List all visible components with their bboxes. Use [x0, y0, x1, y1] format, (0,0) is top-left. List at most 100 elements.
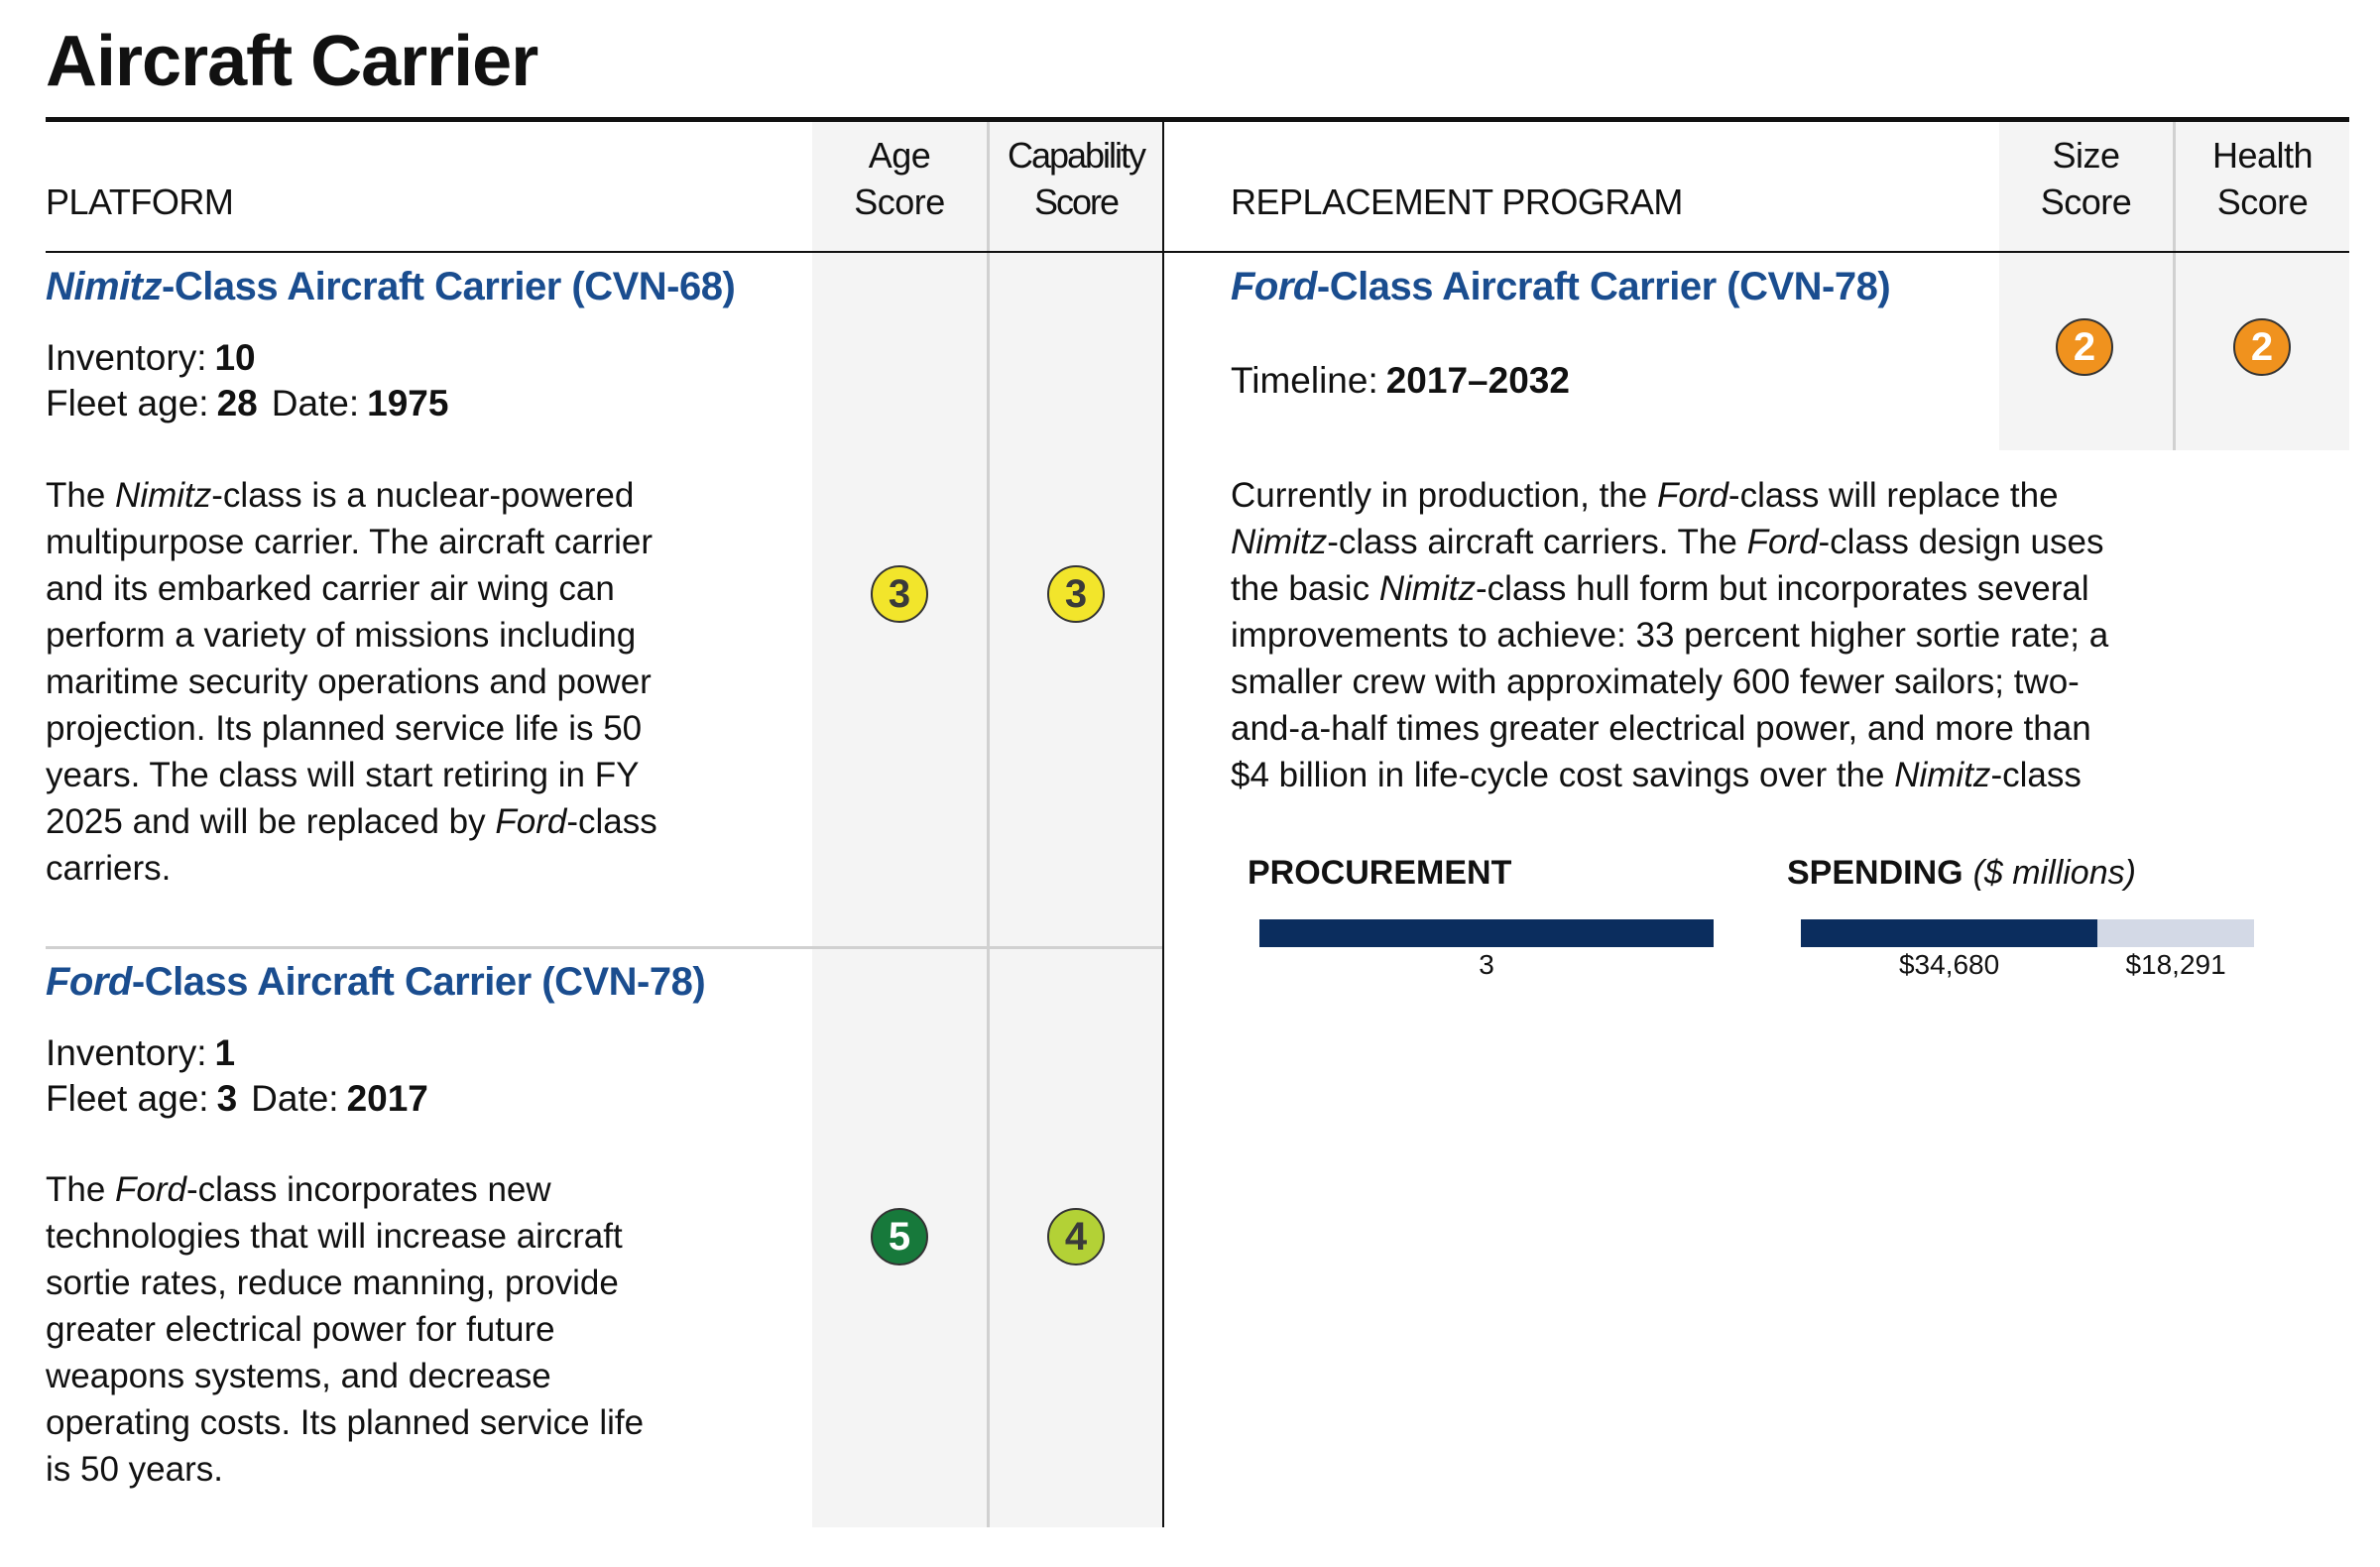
capability-column-bg — [990, 122, 1162, 1527]
description-line: The Ford-class incorporates new — [46, 1166, 551, 1213]
italic-run: Nimitz — [46, 265, 163, 308]
description-line: carriers. — [46, 845, 171, 892]
text-run: maritime security operations and power — [46, 663, 652, 701]
text-run: and-a-half times greater electrical powe… — [1231, 709, 2091, 748]
row-divider — [46, 946, 1162, 949]
italic-run: Nimitz — [1231, 523, 1328, 561]
description-line: weapons systems, and decrease — [46, 1353, 551, 1399]
text-run: and its embarked carrier air wing can — [46, 569, 615, 608]
text-run: -class design uses — [1818, 523, 2104, 561]
column-header: REPLACEMENT PROGRAM — [1231, 181, 1683, 222]
info-line: Inventory: 10 — [46, 334, 256, 381]
column-header: Age Score — [854, 135, 945, 222]
description-line: the basic Nimitz-class hull form but inc… — [1231, 565, 2089, 612]
score-circle: 5 — [871, 1208, 928, 1266]
platform-title: Ford-Class Aircraft Carrier (CVN-78) — [46, 957, 706, 1007]
text-run: the basic — [1231, 569, 1379, 608]
section-divider — [1162, 119, 1164, 1527]
text-run: $4 billion in life-cycle cost savings ov… — [1231, 756, 1895, 794]
description-line: technologies that will increase aircraft — [46, 1213, 623, 1260]
bar-label: $18,291 — [2125, 949, 2226, 980]
description-line: projection. Its planned service life is … — [46, 705, 642, 752]
text-run: years. The class will start retiring in … — [46, 756, 640, 794]
info-label: Inventory: — [46, 337, 207, 378]
column-divider — [987, 122, 990, 1527]
description-line: smaller crew with approximately 600 fewe… — [1231, 659, 2080, 705]
text-run: carriers. — [46, 849, 172, 888]
text-run: The — [46, 476, 116, 515]
text-run: improvements to achieve: 33 percent high… — [1231, 616, 2109, 655]
description-line: maritime security operations and power — [46, 659, 652, 705]
text-run: -class is a nuclear-powered — [211, 476, 635, 515]
italic-run: Nimitz — [1378, 569, 1477, 608]
italic-run: Ford — [1231, 265, 1317, 308]
info-line: Fleet age: 3 Date: 2017 — [46, 1075, 428, 1122]
description-line: 2025 and will be replaced by Ford-class — [46, 798, 657, 845]
chart-subtitle: ($ millions) — [1972, 854, 2136, 892]
text-run: Currently in production, the — [1231, 476, 1657, 515]
description-line: and-a-half times greater electrical powe… — [1231, 705, 2091, 752]
info-label: Date: — [251, 1078, 339, 1119]
info-line: Timeline: 2017–2032 — [1231, 357, 1570, 404]
info-line: Inventory: 1 — [46, 1029, 235, 1076]
chart-title-text: PROCUREMENT — [1248, 854, 1512, 892]
description-line: Currently in production, the Ford-class … — [1231, 472, 2059, 519]
description-line: multipurpose carrier. The aircraft carri… — [46, 519, 653, 565]
info-value: 1975 — [367, 383, 449, 423]
bar-segment — [2097, 919, 2254, 947]
column-header: Size Score — [2040, 135, 2132, 222]
description-line: Nimitz-class aircraft carriers. The Ford… — [1231, 519, 2103, 565]
bar-segment — [1259, 919, 1714, 947]
column-header: Capability Score — [1007, 135, 1146, 222]
text-run: perform a variety of missions including — [46, 616, 637, 655]
info-label: Timeline: — [1231, 360, 1378, 401]
description-line: is 50 years. — [46, 1446, 223, 1493]
text-run: operating costs. Its planned service lif… — [46, 1403, 645, 1442]
italic-run: Ford — [115, 1170, 187, 1209]
header-rule — [46, 251, 2349, 253]
bar-label: 3 — [1479, 949, 1494, 980]
text-run: -class will replace the — [1727, 476, 2059, 515]
text-run: projection. Its planned service life is … — [46, 709, 643, 748]
text-run: -Class Aircraft Carrier (CVN-68) — [162, 265, 736, 308]
text-run: -Class Aircraft Carrier (CVN-78) — [131, 960, 706, 1004]
text-run: is 50 years. — [46, 1450, 223, 1489]
info-value: 2017 — [346, 1078, 428, 1119]
text-run: The — [46, 1170, 116, 1209]
info-label: Fleet age: — [46, 1078, 209, 1119]
text-run: multipurpose carrier. The aircraft carri… — [46, 523, 654, 561]
column-divider — [2173, 122, 2176, 450]
title-rule — [46, 117, 2349, 122]
text-run: sortie rates, reduce manning, provide — [46, 1264, 619, 1302]
description-line: $4 billion in life-cycle cost savings ov… — [1231, 752, 2082, 798]
description-line: operating costs. Its planned service lif… — [46, 1399, 644, 1446]
italic-run: Ford — [495, 802, 567, 841]
platform-title: Nimitz-Class Aircraft Carrier (CVN-68) — [46, 262, 736, 311]
text-run: -class — [566, 802, 657, 841]
info-label: Fleet age: — [46, 383, 209, 423]
info-value: 2017–2032 — [1385, 360, 1570, 401]
text-run: -class hull form but incorporates severa… — [1476, 569, 2089, 608]
info-value: 1 — [214, 1032, 236, 1073]
description-line: sortie rates, reduce manning, provide — [46, 1260, 619, 1306]
info-label: Date: — [271, 383, 360, 423]
age-column-bg — [812, 122, 987, 1527]
score-circle: 3 — [1047, 565, 1105, 623]
score-circle: 2 — [2056, 318, 2113, 376]
text-run: greater electrical power for future — [46, 1310, 555, 1349]
description-line: years. The class will start retiring in … — [46, 752, 639, 798]
score-circle: 3 — [871, 565, 928, 623]
text-run: smaller crew with approximately 600 fewe… — [1231, 663, 2080, 701]
score-circle: 2 — [2233, 318, 2291, 376]
description-line: The Nimitz-class is a nuclear-powered — [46, 472, 634, 519]
chart-title-text: SPENDING — [1787, 854, 1964, 892]
description-line: and its embarked carrier air wing can — [46, 565, 615, 612]
column-header: PLATFORM — [46, 181, 234, 222]
info-value: 10 — [214, 337, 256, 378]
size-column-bg — [1999, 122, 2173, 450]
info-value: 3 — [216, 1078, 238, 1119]
italic-run: Ford — [46, 960, 132, 1004]
replacement-title: Ford-Class Aircraft Carrier (CVN-78) — [1231, 262, 1891, 311]
text-run: -class — [1990, 756, 2082, 794]
